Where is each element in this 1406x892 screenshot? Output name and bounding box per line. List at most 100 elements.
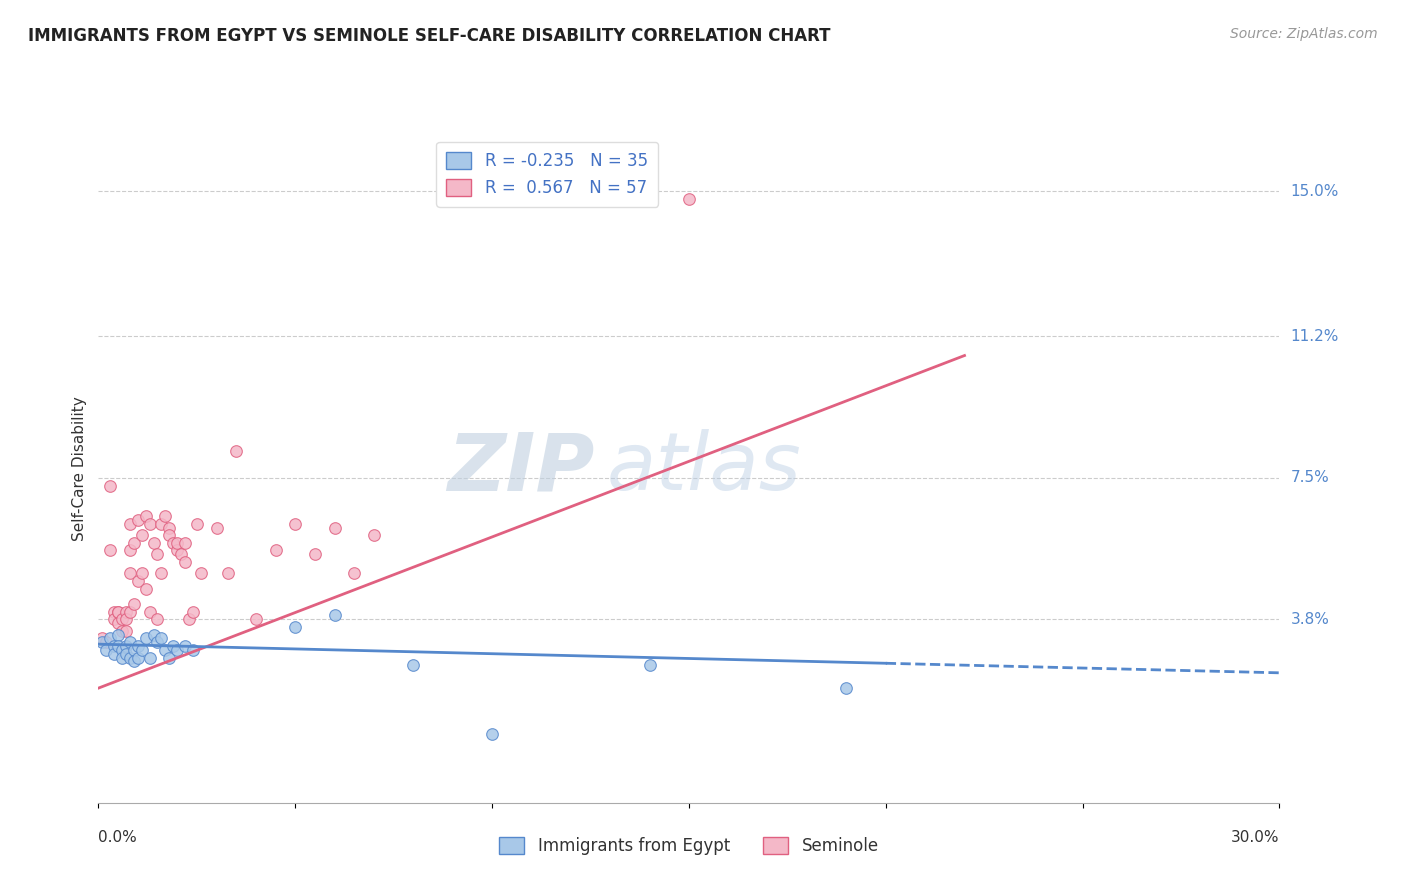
Point [103, 647, 125, 661]
Point [142, 627, 165, 641]
Point [205, 520, 228, 534]
Point [678, 192, 700, 206]
Point [103, 639, 125, 653]
Text: atlas: atlas [606, 429, 801, 508]
Point [323, 520, 346, 534]
Point [127, 574, 149, 588]
Text: IMMIGRANTS FROM EGYPT VS SEMINOLE SELF-CARE DISABILITY CORRELATION CHART: IMMIGRANTS FROM EGYPT VS SEMINOLE SELF-C… [28, 27, 831, 45]
Point [96, 635, 118, 649]
Point [225, 444, 247, 458]
Point [264, 543, 287, 558]
Point [118, 516, 141, 531]
Point [186, 516, 208, 531]
Point [150, 632, 173, 646]
Point [638, 658, 661, 673]
Point [107, 639, 129, 653]
Point [118, 566, 141, 581]
Point [98, 543, 121, 558]
Point [131, 528, 153, 542]
Point [138, 516, 160, 531]
Text: ZIP: ZIP [447, 429, 595, 508]
Point [174, 555, 197, 569]
Point [181, 605, 204, 619]
Point [91, 635, 114, 649]
Point [166, 536, 188, 550]
Point [146, 547, 169, 561]
Point [115, 612, 138, 626]
Point [115, 624, 138, 638]
Point [162, 536, 184, 550]
Point [157, 528, 180, 542]
Point [157, 650, 180, 665]
Text: 15.0%: 15.0% [1291, 184, 1339, 199]
Point [170, 547, 193, 561]
Point [150, 566, 173, 581]
Point [157, 520, 180, 534]
Point [363, 528, 385, 542]
Point [103, 612, 125, 626]
Point [118, 635, 141, 649]
Point [111, 643, 134, 657]
Point [135, 509, 157, 524]
Point [115, 647, 138, 661]
Point [190, 566, 212, 581]
Point [284, 516, 307, 531]
Point [142, 536, 165, 550]
Point [146, 612, 169, 626]
Point [174, 536, 197, 550]
Point [107, 616, 129, 631]
Point [111, 650, 134, 665]
Text: Source: ZipAtlas.com: Source: ZipAtlas.com [1230, 27, 1378, 41]
Point [103, 605, 125, 619]
Point [131, 643, 153, 657]
Legend: Immigrants from Egypt, Seminole: Immigrants from Egypt, Seminole [492, 830, 886, 862]
Point [304, 547, 326, 561]
Point [135, 632, 157, 646]
Point [98, 632, 121, 646]
Point [217, 566, 239, 581]
Point [177, 612, 200, 626]
Point [150, 516, 173, 531]
Point [127, 639, 149, 653]
Point [115, 605, 138, 619]
Point [155, 643, 177, 657]
Point [181, 643, 204, 657]
Point [174, 639, 197, 653]
Text: 3.8%: 3.8% [1291, 612, 1330, 627]
Point [111, 624, 134, 638]
Point [91, 632, 114, 646]
Point [107, 605, 129, 619]
Point [127, 650, 149, 665]
Point [166, 643, 188, 657]
Point [131, 566, 153, 581]
Point [127, 513, 149, 527]
Point [115, 639, 138, 653]
Point [402, 658, 425, 673]
Point [343, 566, 366, 581]
Point [162, 639, 184, 653]
Point [107, 605, 129, 619]
Point [118, 543, 141, 558]
Point [835, 681, 858, 695]
Text: 0.0%: 0.0% [98, 830, 138, 845]
Text: 30.0%: 30.0% [1232, 830, 1279, 845]
Point [122, 536, 145, 550]
Point [284, 620, 307, 634]
Point [107, 627, 129, 641]
Y-axis label: Self-Care Disability: Self-Care Disability [72, 396, 87, 541]
Point [166, 543, 188, 558]
Point [155, 509, 177, 524]
Point [146, 635, 169, 649]
Point [118, 605, 141, 619]
Point [122, 654, 145, 668]
Point [245, 612, 267, 626]
Point [98, 478, 121, 492]
Point [481, 727, 503, 741]
Point [138, 605, 160, 619]
Point [135, 582, 157, 596]
Point [122, 597, 145, 611]
Point [111, 612, 134, 626]
Point [96, 643, 118, 657]
Point [138, 650, 160, 665]
Text: 11.2%: 11.2% [1291, 329, 1339, 344]
